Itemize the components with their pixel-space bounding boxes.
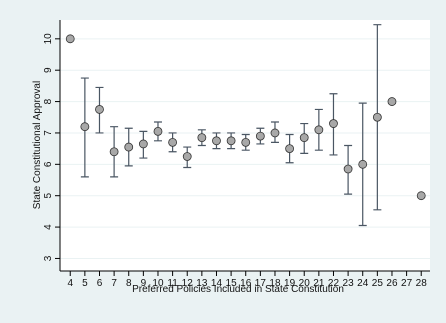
x-tick-label: 23: [343, 278, 355, 289]
marker: [358, 159, 368, 169]
x-tick-label: 22: [328, 278, 340, 289]
marker: [197, 133, 207, 143]
x-tick-label: 10: [152, 278, 164, 289]
x-tick-label: 25: [372, 278, 384, 289]
x-tick-label: 15: [226, 278, 238, 289]
x-tick-label: 9: [141, 278, 147, 289]
marker: [65, 34, 75, 44]
x-tick-label: 4: [67, 278, 73, 289]
y-tick-label: 4: [43, 224, 54, 230]
marker: [168, 137, 178, 147]
marker: [372, 112, 382, 122]
x-tick-label: 13: [196, 278, 208, 289]
x-tick-label: 21: [313, 278, 325, 289]
x-tick-label: 11: [167, 278, 178, 289]
marker: [329, 119, 338, 128]
x-tick-label: 12: [182, 278, 194, 289]
marker: [153, 126, 163, 136]
marker: [416, 191, 426, 201]
marker: [343, 164, 353, 174]
x-tick-label: 16: [240, 278, 252, 289]
y-tick-label: 9: [43, 67, 54, 73]
marker: [270, 128, 280, 138]
marker: [95, 105, 104, 114]
y-tick-label: 10: [43, 33, 54, 45]
x-tick-label: 5: [82, 278, 88, 289]
marker: [285, 144, 295, 154]
marker: [124, 142, 134, 152]
x-tick-label: 24: [357, 278, 369, 289]
x-tick-label: 8: [126, 278, 132, 289]
marker: [80, 122, 90, 132]
x-tick-label: 20: [299, 278, 311, 289]
y-tick-label: 8: [43, 98, 54, 104]
x-tick-label: 26: [386, 278, 398, 289]
x-tick-label: 19: [284, 278, 296, 289]
marker: [255, 131, 265, 141]
marker: [109, 147, 119, 157]
x-tick-label: 7: [111, 278, 117, 289]
marker: [212, 136, 221, 146]
marker: [314, 125, 324, 135]
marker: [387, 97, 397, 106]
x-tick-label: 17: [255, 278, 267, 289]
y-tick-label: 6: [43, 161, 54, 167]
x-axis-title: Preferred Policies Included in State Con…: [132, 284, 344, 295]
marker: [241, 137, 251, 147]
marker: [182, 152, 192, 161]
x-tick-label: 18: [269, 278, 281, 289]
marker: [138, 139, 148, 149]
marker: [226, 136, 236, 146]
x-tick-label: 14: [211, 278, 223, 289]
y-tick-label: 3: [43, 255, 54, 261]
x-tick-label: 6: [97, 278, 103, 289]
x-tick-label: 28: [416, 278, 428, 289]
x-tick-label: 27: [401, 278, 413, 289]
y-tick-label: 7: [43, 130, 54, 136]
y-axis-title: State Constitutional Approval: [32, 81, 43, 209]
y-tick-label: 5: [43, 192, 54, 198]
marker: [299, 133, 309, 143]
